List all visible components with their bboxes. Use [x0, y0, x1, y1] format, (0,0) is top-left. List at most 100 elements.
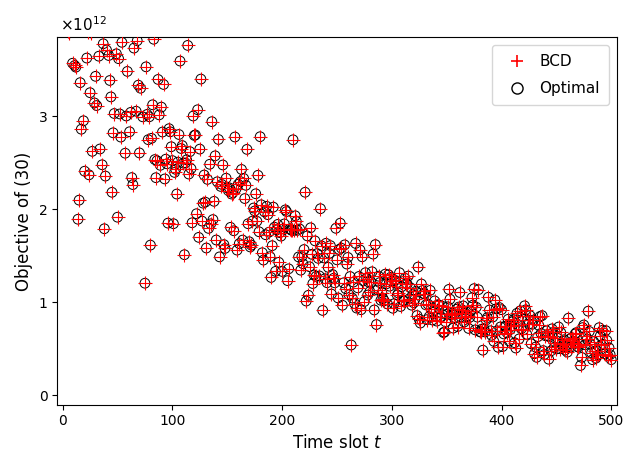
Point — [227, 191, 237, 198]
Point — [320, 275, 330, 283]
Point — [552, 334, 563, 342]
Point — [489, 338, 499, 345]
Point — [132, 37, 142, 44]
Point — [208, 216, 218, 223]
Point — [180, 159, 191, 167]
Point — [359, 298, 369, 305]
Point — [513, 322, 523, 329]
Point — [428, 316, 438, 324]
Point — [271, 226, 282, 234]
Point — [70, 64, 81, 71]
Point — [376, 297, 386, 304]
Point — [312, 250, 323, 257]
Point — [75, 79, 85, 86]
Point — [166, 143, 177, 150]
Point — [454, 303, 464, 311]
Point — [573, 343, 584, 351]
Point — [221, 175, 231, 182]
Point — [161, 156, 171, 163]
Point — [287, 226, 297, 234]
Point — [78, 117, 88, 125]
Point — [139, 12, 149, 20]
Point — [586, 340, 596, 348]
Point — [60, 11, 70, 19]
Point — [417, 287, 428, 294]
Point — [139, 12, 149, 20]
Point — [385, 283, 395, 290]
Point — [205, 161, 215, 168]
Point — [387, 277, 397, 285]
Point — [595, 332, 605, 340]
Point — [574, 340, 584, 348]
Point — [187, 219, 197, 226]
Point — [500, 323, 510, 330]
Point — [595, 332, 605, 340]
Point — [420, 301, 431, 309]
Point — [561, 341, 572, 349]
Point — [274, 259, 284, 266]
Point — [67, 59, 77, 67]
Point — [265, 253, 275, 260]
Point — [408, 299, 419, 306]
Point — [582, 336, 592, 343]
Point — [442, 311, 452, 318]
Point — [564, 335, 575, 343]
Point — [426, 305, 436, 312]
Point — [276, 233, 286, 240]
Point — [514, 335, 524, 343]
Point — [279, 220, 289, 227]
Point — [484, 306, 495, 314]
Point — [344, 291, 354, 298]
Point — [566, 334, 577, 341]
Point — [460, 310, 470, 317]
Point — [454, 289, 465, 296]
Point — [581, 333, 591, 340]
Point — [328, 271, 338, 278]
Point — [505, 326, 515, 333]
Point — [547, 325, 557, 333]
Point — [326, 290, 337, 298]
Point — [325, 242, 335, 249]
Point — [188, 112, 198, 120]
Point — [92, 102, 102, 109]
Point — [391, 280, 401, 287]
Point — [511, 344, 521, 352]
Point — [251, 190, 261, 198]
Point — [405, 284, 415, 291]
Point — [132, 37, 142, 44]
Point — [125, 109, 136, 116]
Point — [520, 306, 531, 313]
Point — [185, 148, 195, 156]
Point — [182, 42, 193, 49]
Point — [98, 40, 108, 48]
Point — [311, 273, 321, 280]
Point — [481, 316, 492, 324]
Point — [288, 136, 298, 143]
Point — [520, 302, 530, 310]
Point — [262, 211, 273, 219]
Point — [151, 174, 161, 181]
Point — [402, 280, 412, 288]
Point — [391, 280, 401, 287]
Point — [508, 318, 518, 325]
Point — [377, 289, 387, 297]
Point — [362, 275, 372, 282]
Point — [138, 113, 148, 120]
Point — [82, 54, 92, 62]
Point — [127, 174, 137, 181]
Point — [555, 345, 565, 353]
Point — [349, 300, 360, 307]
Point — [314, 272, 324, 280]
Point — [343, 254, 353, 261]
Point — [292, 226, 303, 234]
Point — [182, 156, 192, 163]
Point — [111, 50, 122, 57]
Point — [115, 110, 125, 118]
Point — [157, 128, 168, 136]
Point — [186, 165, 196, 172]
Point — [492, 327, 502, 334]
Point — [243, 220, 253, 227]
Point — [403, 272, 413, 280]
Point — [118, 9, 128, 17]
Point — [64, 29, 74, 36]
